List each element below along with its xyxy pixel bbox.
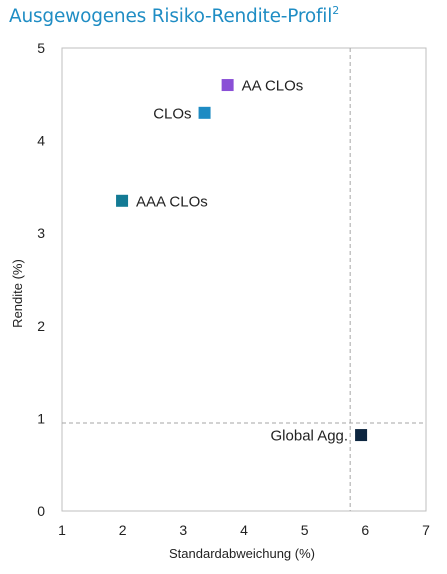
data-point-marker — [355, 429, 368, 442]
x-tick-label: 5 — [301, 522, 309, 538]
x-axis-label: Standardabweichung (%) — [169, 546, 315, 561]
data-point-marker — [198, 106, 211, 119]
data-point-label: CLOs — [153, 105, 191, 122]
y-tick-label: 4 — [37, 133, 45, 149]
data-point-marker — [116, 194, 129, 207]
data-point-label: Global Agg. — [271, 428, 349, 445]
chart-title: Ausgewogenes Risiko-Rendite-Profil2 — [9, 4, 339, 27]
footnote-marker: 2 — [332, 4, 339, 17]
y-tick-label: 0 — [37, 503, 45, 519]
y-tick-label: 5 — [37, 40, 45, 56]
data-point-label: AA CLOs — [242, 78, 304, 95]
y-axis-label: Rendite (%) — [10, 259, 25, 328]
data-point-label: AAA CLOs — [136, 193, 208, 210]
x-tick-label: 1 — [58, 522, 66, 538]
data-point-marker — [221, 79, 234, 92]
y-tick-label: 2 — [37, 318, 45, 334]
y-tick-label: 1 — [37, 410, 45, 426]
chart-title-text: Ausgewogenes Risiko-Rendite-Profil — [9, 6, 333, 27]
x-tick-label: 3 — [179, 522, 187, 538]
y-tick-label: 3 — [37, 225, 45, 241]
x-tick-label: 2 — [119, 522, 127, 538]
x-tick-label: 7 — [422, 522, 430, 538]
plot-frame — [61, 47, 427, 512]
x-tick-label: 4 — [240, 522, 248, 538]
x-tick-label: 6 — [361, 522, 369, 538]
